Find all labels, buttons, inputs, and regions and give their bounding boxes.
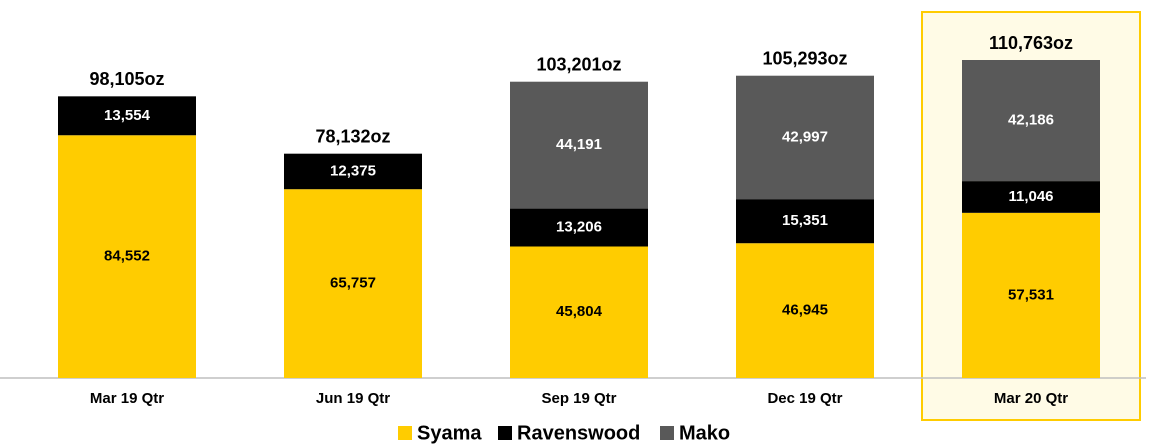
data-label: 84,552 [104,248,150,265]
data-label: 57,531 [1008,286,1054,303]
total-label: 105,293oz [762,48,847,68]
data-label: 13,554 [104,107,151,124]
data-label: 44,191 [556,136,602,153]
legend-label: Ravenswood [517,422,640,444]
legend-label: Mako [679,422,730,444]
bar-segment [58,96,196,136]
x-tick-label: Mar 19 Qtr [90,390,164,407]
bar-segment [962,60,1100,182]
data-label: 11,046 [1008,188,1053,205]
total-label: 103,201oz [536,54,621,74]
total-label: 110,763oz [989,33,1073,53]
data-label: 46,945 [782,302,828,319]
data-label: 12,375 [330,162,376,179]
bar-segment [962,181,1100,213]
bar-segment [284,153,422,190]
data-label: 42,186 [1008,112,1054,129]
bar-segment [962,212,1100,378]
legend-swatch [398,426,412,440]
data-label: 42,997 [782,128,828,145]
bar-segment [510,246,648,378]
data-label: 13,206 [556,219,602,236]
x-tick-label: Mar 20 Qtr [994,390,1068,407]
bar-segment [736,75,874,200]
data-label: 65,757 [330,275,376,292]
total-label: 98,105oz [89,69,164,89]
x-tick-label: Jun 19 Qtr [316,390,390,407]
legend-label: Syama [417,422,482,444]
x-tick-label: Dec 19 Qtr [767,390,842,407]
bar-segment [58,135,196,378]
bar-segment [736,199,874,244]
bar-segment [284,189,422,378]
x-tick-label: Sep 19 Qtr [541,390,616,407]
data-label: 45,804 [556,303,603,320]
bar-segment [736,243,874,378]
total-label: 78,132oz [315,126,390,146]
legend-swatch [498,426,512,440]
data-label: 15,351 [782,212,828,229]
bar-segment [510,81,648,209]
bar-segment [510,208,648,247]
legend-swatch [660,426,674,440]
